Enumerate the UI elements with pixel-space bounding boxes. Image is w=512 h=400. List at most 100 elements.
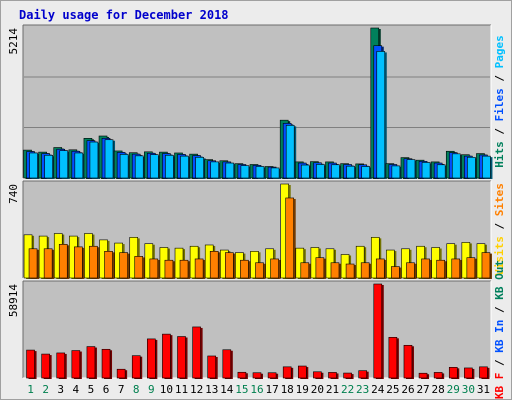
bar-pages	[225, 162, 235, 179]
bar-sites	[285, 197, 294, 279]
x-tick-label: 3	[57, 383, 64, 396]
x-tick-label: 23	[356, 383, 369, 396]
x-tick-label: 26	[401, 383, 414, 396]
bar-pages	[436, 164, 446, 179]
bar-kb-in	[418, 372, 428, 379]
bar-kb-in	[177, 336, 186, 379]
bar-kb-in	[267, 372, 277, 379]
bar-sites	[391, 266, 400, 279]
series-legend-label: KB F / KB In / KB Out	[493, 260, 506, 399]
bar-sites	[74, 246, 83, 279]
bar-sites	[330, 262, 340, 279]
bar-kb-in	[433, 372, 443, 379]
bar-sites	[225, 252, 234, 279]
x-tick-label: 17	[265, 383, 278, 396]
bar-pages	[331, 164, 340, 179]
y-max-label: 58914	[7, 284, 20, 317]
bar-pages	[29, 152, 38, 179]
legend-part: /	[493, 300, 506, 320]
bar-kb-in	[86, 346, 96, 379]
bar-kb-in	[131, 355, 141, 379]
bar-pages	[391, 165, 401, 179]
legend-part: Pages	[493, 35, 506, 68]
x-tick-label: 12	[190, 383, 203, 396]
chart-title: Daily usage for December 2018	[19, 8, 229, 22]
legend-part: Visits	[493, 236, 506, 276]
bar-pages	[59, 150, 69, 179]
x-tick-label: 31	[477, 383, 490, 396]
bar-kb-in	[237, 371, 247, 379]
bar-kb-in	[448, 367, 458, 379]
bar-visits	[355, 245, 365, 279]
bar-sites	[421, 258, 430, 279]
bar-kb-in	[479, 366, 488, 379]
bar-sites	[481, 252, 491, 279]
bar-pages	[240, 165, 250, 179]
bar-pages	[119, 154, 129, 179]
x-tick-label: 19	[296, 383, 309, 396]
bar-pages	[300, 164, 310, 179]
bar-pages	[482, 155, 491, 179]
bar-sites	[149, 258, 159, 279]
legend-part: Files	[493, 88, 506, 121]
bar-pages	[195, 156, 204, 179]
x-tick-label: 1	[27, 383, 34, 396]
x-tick-label: 8	[133, 383, 140, 396]
bar-kb-in	[192, 326, 201, 379]
bar-pages	[316, 164, 325, 179]
legend-part: Sites	[493, 183, 506, 216]
bar-pages	[346, 165, 355, 179]
bar-pages	[210, 161, 220, 179]
bar-kb-in	[26, 349, 35, 379]
bar-sites	[43, 248, 53, 279]
bar-kb-in	[343, 372, 352, 379]
bar-sites	[360, 262, 370, 279]
bar-sites	[119, 252, 128, 279]
x-tick-label: 28	[432, 383, 445, 396]
x-tick-label: 20	[311, 383, 324, 396]
series-legend-label: Visits / Sites	[493, 183, 506, 276]
x-tick-label: 16	[250, 383, 263, 396]
bar-pages	[89, 141, 99, 179]
bar-pages	[270, 167, 280, 179]
bar-sites	[315, 257, 325, 279]
legend-part: /	[493, 121, 506, 141]
bar-pages	[104, 139, 114, 179]
x-tick-label: 24	[371, 383, 385, 396]
bar-sites	[255, 262, 264, 279]
bar-sites	[406, 262, 415, 279]
bar-sites	[466, 257, 476, 279]
y-max-label: 740	[7, 184, 20, 204]
legend-part: /	[493, 68, 506, 88]
bar-sites	[134, 256, 144, 279]
bar-sites	[300, 262, 310, 279]
x-tick-label: 9	[148, 383, 155, 396]
bar-sites	[451, 258, 461, 279]
bar-pages	[165, 154, 174, 179]
bar-kb-in	[116, 368, 126, 379]
bar-sites	[209, 251, 219, 279]
bar-pages	[255, 166, 265, 179]
bar-pages	[467, 156, 476, 179]
bar-kb-in	[297, 365, 307, 379]
bar-kb-in	[282, 366, 292, 379]
bar-kb-in	[101, 348, 111, 379]
x-tick-label: 13	[205, 383, 218, 396]
x-tick-label: 11	[175, 383, 188, 396]
bar-kb-in	[147, 338, 156, 379]
legend-part: Hits	[493, 141, 506, 168]
bar-pages	[376, 51, 386, 179]
y-max-label: 5214	[7, 28, 20, 55]
bar-pages	[150, 154, 159, 179]
bar-kb-in	[464, 367, 473, 379]
bar-sites	[179, 259, 189, 279]
x-tick-label: 29	[447, 383, 460, 396]
bar-visits	[386, 249, 395, 279]
bar-kb-in	[162, 333, 171, 379]
bar-pages	[285, 125, 295, 179]
bar-sites	[240, 259, 249, 279]
bar-kb-in	[373, 283, 383, 379]
bar-sites	[164, 259, 174, 279]
x-tick-label: 15	[235, 383, 248, 396]
